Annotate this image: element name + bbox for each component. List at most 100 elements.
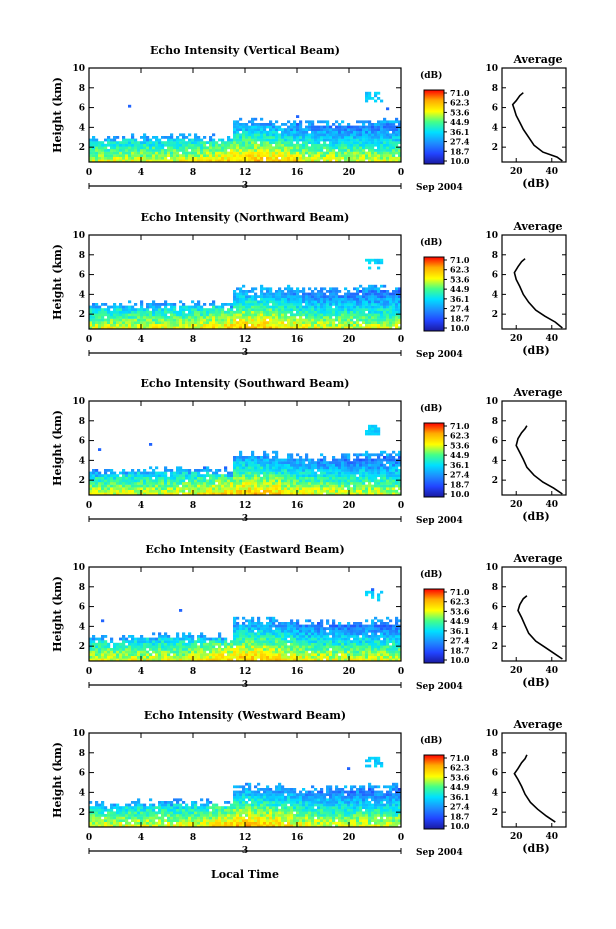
heatmap-cell <box>326 476 330 480</box>
heatmap-cell <box>98 474 102 477</box>
heatmap-cell <box>110 471 114 475</box>
heatmap-cell <box>380 303 384 306</box>
heatmap-cell <box>296 123 300 126</box>
heatmap-cell <box>344 133 348 137</box>
heatmap-cell <box>365 326 369 330</box>
heatmap-cell <box>248 482 252 485</box>
heatmap-cell <box>152 156 156 160</box>
heatmap-cell <box>143 149 147 152</box>
heatmap-cell <box>377 91 381 95</box>
heatmap-cell <box>248 141 252 144</box>
heatmap-cell <box>173 653 177 656</box>
heatmap-cell <box>122 482 126 485</box>
heatmap-cell <box>230 318 234 322</box>
heatmap-cell <box>182 159 186 163</box>
heatmap-cell <box>317 290 321 293</box>
heatmap-cell <box>323 303 327 306</box>
heatmap-cell <box>233 642 237 646</box>
heatmap-cell <box>341 469 345 472</box>
heatmap-cell <box>293 316 297 319</box>
heatmap-cell <box>314 156 318 160</box>
heatmap-cell <box>377 432 381 436</box>
heatmap-cell <box>155 474 159 477</box>
heatmap-cell <box>311 471 315 475</box>
heatmap-cell <box>197 658 201 662</box>
heatmap-cell <box>251 471 255 475</box>
heatmap-cell <box>314 141 318 144</box>
heatmap-cell <box>389 141 393 144</box>
heatmap-cell <box>320 156 324 160</box>
heatmap-cell <box>191 146 195 150</box>
heatmap-cell <box>200 642 204 646</box>
heatmap-cell <box>257 300 261 304</box>
heatmap-cell <box>164 642 168 646</box>
heatmap-cell <box>245 125 249 129</box>
heatmap-cell <box>353 469 357 472</box>
heatmap-cell <box>353 453 357 457</box>
heatmap-cell <box>188 326 192 330</box>
heatmap-cell <box>308 469 312 472</box>
heatmap-cell <box>242 456 246 459</box>
heatmap-cell <box>197 635 201 638</box>
heatmap-cell <box>152 479 156 483</box>
heatmap-cell <box>311 635 315 638</box>
heatmap-cell <box>272 295 276 298</box>
heatmap-cell <box>293 632 297 636</box>
heatmap-cell <box>329 156 333 160</box>
heatmap-cell <box>377 489 381 493</box>
heatmap-cell <box>365 456 369 459</box>
heatmap-cell <box>245 143 249 147</box>
heatmap-cell <box>146 156 150 160</box>
heatmap-cell <box>110 648 114 651</box>
heatmap-cell <box>179 156 183 160</box>
heatmap-cell <box>218 650 222 654</box>
heatmap-cell <box>203 303 207 306</box>
heatmap-cell <box>368 300 372 304</box>
heatmap-cell <box>386 453 390 457</box>
heatmap-cell <box>140 640 144 643</box>
heatmap-cell <box>377 466 381 470</box>
heatmap-cell <box>275 151 279 155</box>
heatmap-cell <box>386 154 390 157</box>
heatmap-cell <box>368 290 372 293</box>
heatmap-cell <box>389 479 393 483</box>
heatmap-cell <box>302 469 306 472</box>
heatmap-cell <box>356 290 360 293</box>
heatmap-cell <box>251 469 255 472</box>
heatmap-cell <box>332 303 336 306</box>
heatmap-cell <box>218 642 222 646</box>
heatmap-cell <box>398 308 402 311</box>
heatmap-cell <box>230 151 234 155</box>
heatmap-cell <box>329 461 333 464</box>
heatmap-cell <box>221 143 225 147</box>
heatmap-cell <box>350 143 354 147</box>
heatmap-cell <box>308 645 312 649</box>
heatmap-cell <box>119 316 123 319</box>
heatmap-cell <box>158 303 162 306</box>
heatmap-cell <box>155 318 159 322</box>
heatmap-cell <box>257 484 261 488</box>
heatmap-cell <box>371 258 375 262</box>
y-tick-label: 8 <box>79 84 85 94</box>
heatmap-cell <box>290 141 294 144</box>
heatmap-cell <box>119 637 123 641</box>
heatmap-cell <box>350 313 354 317</box>
heatmap-cell <box>167 151 171 155</box>
heatmap-cell <box>140 642 144 646</box>
heatmap-cell <box>299 125 303 129</box>
heatmap-cell <box>317 479 321 483</box>
heatmap-cell <box>371 474 375 477</box>
heatmap-cell <box>236 637 240 641</box>
heatmap-cell <box>248 295 252 298</box>
heatmap-cell <box>296 619 300 623</box>
heatmap-cell <box>221 313 225 317</box>
heatmap-cell <box>197 645 201 649</box>
heatmap-cell <box>170 645 174 649</box>
heatmap-cell <box>215 492 219 496</box>
heatmap-cell <box>158 479 162 483</box>
heatmap-cell <box>269 458 273 462</box>
heatmap-cell <box>158 318 162 322</box>
heatmap-cell <box>149 149 153 152</box>
heatmap-cell <box>251 287 255 291</box>
heatmap-cell <box>167 316 171 319</box>
